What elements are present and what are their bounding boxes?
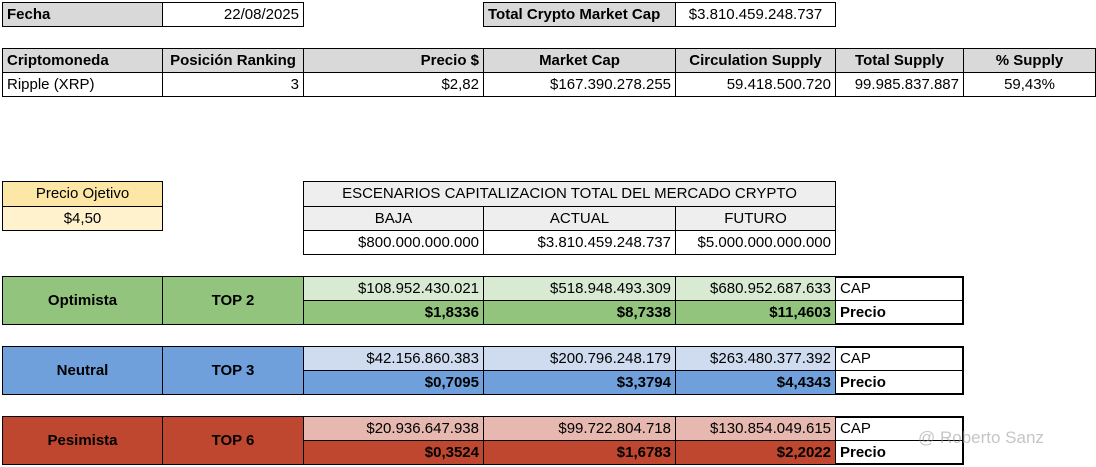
table-cell: 3 [162, 72, 304, 97]
scenario-value: $3.810.459.248.737 [483, 230, 676, 255]
price-value: $8,7338 [483, 300, 676, 325]
cap-label: CAP [835, 346, 964, 371]
rank-label: TOP 2 [162, 276, 304, 325]
price-value: $3,3794 [483, 370, 676, 395]
date: 22/08/2025 [162, 2, 304, 27]
cap-value: $20.936.647.938 [303, 416, 484, 441]
table-cell: Ripple (XRP) [2, 72, 163, 97]
scenarios-title: ESCENARIOS CAPITALIZACION TOTAL DEL MERC… [303, 181, 836, 207]
total-cap-label: Total Crypto Market Cap [483, 2, 676, 27]
scenario-name: ACTUAL [483, 206, 676, 231]
price-value: $0,3524 [303, 440, 484, 465]
price-value: $2,2022 [675, 440, 836, 465]
column-header: Total Supply [835, 48, 964, 73]
cap-value: $130.854.049.615 [675, 416, 836, 441]
price-value: $4,4343 [675, 370, 836, 395]
price-value: $11,4603 [675, 300, 836, 325]
rank-label: TOP 3 [162, 346, 304, 395]
watermark: @ Roberto Sanz [918, 428, 1044, 447]
table-cell: 59.418.500.720 [675, 72, 836, 97]
scenario-value: $800.000.000.000 [303, 230, 484, 255]
price-label: Precio [835, 300, 964, 325]
price-value: $1,8336 [303, 300, 484, 325]
cap-value: $42.156.860.383 [303, 346, 484, 371]
scenario-name: BAJA [303, 206, 484, 231]
column-header: % Supply [963, 48, 1096, 73]
cap-value: $518.948.493.309 [483, 276, 676, 301]
date-label: Fecha [2, 2, 163, 27]
column-header: Posición Ranking [162, 48, 304, 73]
scenario-value: $5.000.000.000.000 [675, 230, 836, 255]
scenario-label: Neutral [2, 346, 163, 395]
scenario-label: Optimista [2, 276, 163, 325]
rank-label: TOP 6 [162, 416, 304, 465]
price-value: $1,6783 [483, 440, 676, 465]
scenario-label: Pesimista [2, 416, 163, 465]
price-value: $0,7095 [303, 370, 484, 395]
scenario-name: FUTURO [675, 206, 836, 231]
cap-label: CAP [835, 276, 964, 301]
cap-value: $680.952.687.633 [675, 276, 836, 301]
cap-value: $263.480.377.392 [675, 346, 836, 371]
total-cap: $3.810.459.248.737 [675, 2, 836, 27]
table-cell: 99.985.837.887 [835, 72, 964, 97]
column-header: Market Cap [483, 48, 676, 73]
target-label: Precio Ojetivo [2, 181, 163, 207]
target-value: $4,50 [2, 206, 163, 231]
table-cell: $167.390.278.255 [483, 72, 676, 97]
column-header: Precio $ [303, 48, 484, 73]
price-label: Precio [835, 440, 964, 465]
cap-value: $200.796.248.179 [483, 346, 676, 371]
cap-value: $108.952.430.021 [303, 276, 484, 301]
table-cell: $2,82 [303, 72, 484, 97]
cap-value: $99.722.804.718 [483, 416, 676, 441]
column-header: Criptomoneda [2, 48, 163, 73]
price-label: Precio [835, 370, 964, 395]
column-header: Circulation Supply [675, 48, 836, 73]
table-cell: 59,43% [963, 72, 1096, 97]
